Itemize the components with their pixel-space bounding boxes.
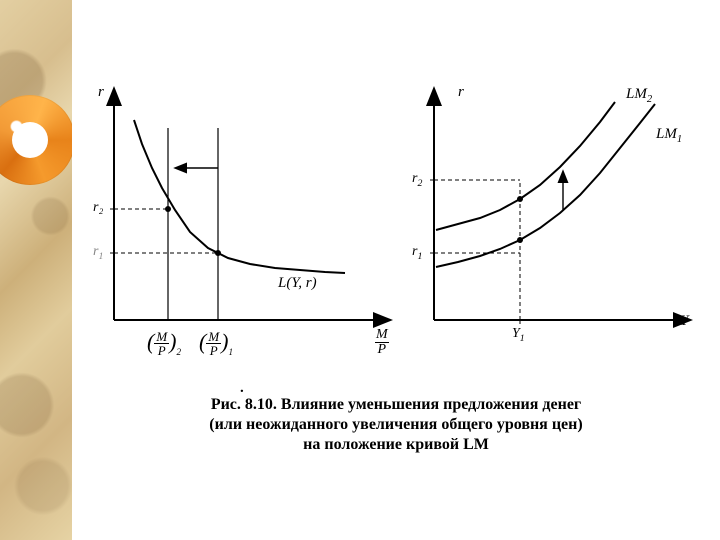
caption-line-3: на положение кривой LM (72, 435, 720, 455)
left-curve-label: L(Y, r) (278, 275, 317, 292)
left-r1-label: r1 (93, 244, 103, 262)
left-mp1-label: (MP)1 (199, 330, 233, 357)
right-r1-label-text: r1 (412, 244, 422, 259)
right-r2-label-text: r2 (412, 171, 422, 186)
page-root: r r₂ r1 L(Y, r) (MP)2 (MP)1 MP r r2 r1 L… (0, 0, 720, 540)
right-x-axis-label: Y (680, 313, 688, 330)
left-x-axis-label: MP (375, 328, 389, 357)
right-lm2-label: LM2 (626, 86, 652, 105)
right-lm1-label: LM1 (656, 126, 682, 145)
content-field (72, 0, 720, 540)
left-r2-label: r₂ (93, 200, 103, 216)
right-y-axis-label: r (458, 84, 464, 101)
right-r1-label: r1 (412, 244, 422, 262)
left-r1-label-text: r1 (93, 244, 103, 259)
figure-caption: Рис. 8.10. Влияние уменьшения предложени… (72, 395, 720, 455)
parchment-strip (0, 0, 72, 540)
left-r2-label-text: r₂ (93, 200, 103, 215)
left-y-axis-label: r (98, 84, 104, 101)
left-mp2-label: (MP)2 (147, 330, 181, 357)
right-y1-label: Y1 (512, 326, 525, 344)
caption-line-2: (или неожиданного увеличения общего уров… (72, 415, 720, 435)
right-r2-label: r2 (412, 171, 422, 189)
caption-line-1: Рис. 8.10. Влияние уменьшения предложени… (72, 395, 720, 415)
